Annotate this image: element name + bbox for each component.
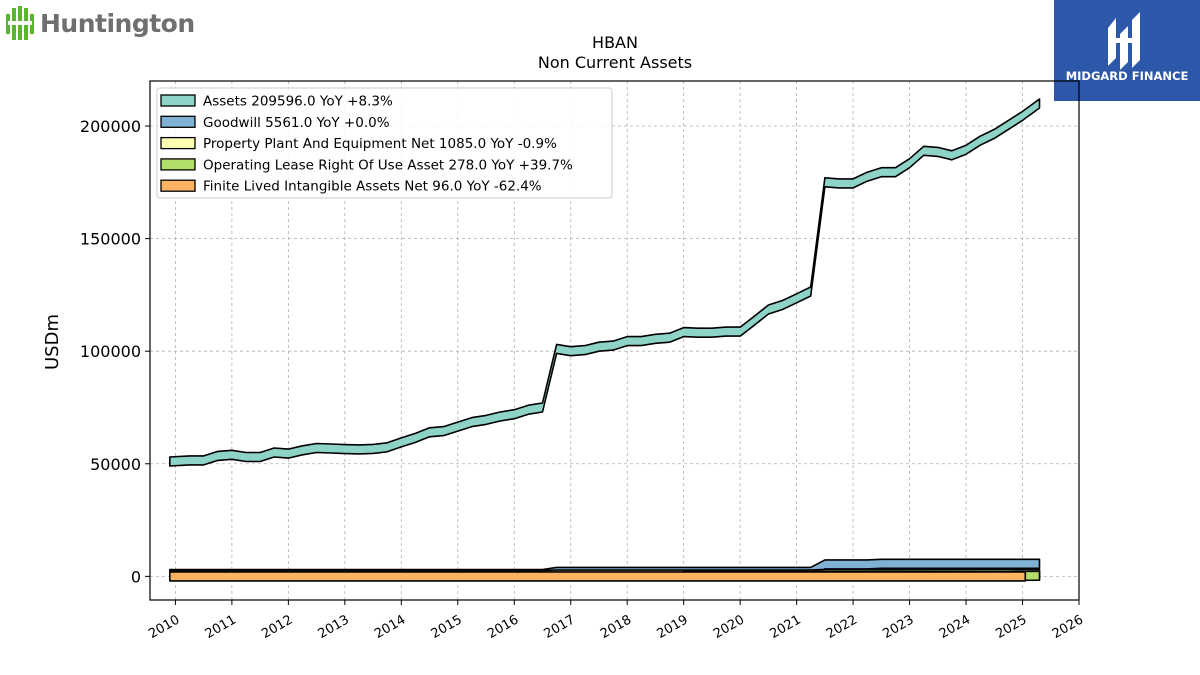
x-tick-label: 2018 [598, 612, 634, 642]
midgard-logo-icon: MIDGARD FINANCE [1066, 12, 1189, 83]
x-tick-label: 2025 [993, 612, 1029, 642]
series-band-4 [169, 571, 1027, 582]
x-tick-label: 2014 [372, 612, 408, 642]
plot-frame [149, 80, 1080, 601]
x-tick-label: 2013 [316, 612, 352, 642]
x-tick-label: 2022 [824, 612, 860, 642]
legend-swatch-3 [160, 158, 196, 171]
y-tick-label: 200000 [80, 117, 141, 136]
y-tick-label: 150000 [80, 230, 141, 249]
huntington-bars-icon: Huntington [6, 6, 195, 40]
series-layer [169, 98, 1041, 582]
y-tick-label: 50000 [90, 455, 141, 474]
huntington-logo: Huntington [4, 4, 195, 42]
chart-subtitle: Non Current Assets [538, 53, 692, 72]
x-axis: 2010 2011 2012 2013 2014 2015 2016 2017 2018 2019… [146, 600, 1086, 642]
x-tick-label: 2021 [767, 612, 803, 642]
x-tick-label: 2017 [542, 612, 578, 642]
series-band-0 [169, 98, 1041, 467]
midgard-finance-logo: MIDGARD FINANCE [1054, 0, 1200, 101]
midgard-wordmark: MIDGARD FINANCE [1066, 69, 1189, 83]
legend-label-0: Assets 209596.0 YoY +8.3% [203, 94, 393, 110]
y-axis-label: USDm [42, 314, 63, 370]
huntington-wordmark: Huntington [40, 9, 194, 38]
legend: Assets 209596.0 YoY +8.3% Goodwill 5561.0… [156, 87, 613, 199]
x-tick-label: 2023 [880, 612, 916, 642]
y-tick-label: 0 [131, 567, 141, 586]
y-tick-label: 100000 [80, 342, 141, 361]
legend-swatch-1 [160, 115, 196, 128]
y-axis: 0 50000 100000 150000 200000 [80, 117, 150, 586]
x-tick-label: 2016 [485, 612, 521, 642]
legend-label-1: Goodwill 5561.0 YoY +0.0% [203, 115, 390, 131]
x-tick-label: 2020 [711, 612, 747, 642]
grid [150, 81, 1080, 600]
x-tick-label: 2010 [146, 612, 182, 642]
x-tick-label: 2024 [937, 612, 973, 642]
legend-swatch-4 [160, 179, 196, 192]
x-tick-label: 2011 [203, 612, 239, 642]
legend-swatch-0 [160, 94, 196, 107]
legend-swatch-2 [160, 136, 196, 150]
x-tick-label: 2019 [655, 612, 691, 642]
legend-box [156, 87, 613, 199]
legend-label-2: Property Plant And Equipment Net 1085.0 … [203, 136, 557, 152]
x-tick-label: 2026 [1050, 612, 1086, 642]
x-tick-label: 2012 [259, 612, 295, 642]
legend-label-4: Finite Lived Intangible Assets Net 96.0 … [203, 179, 542, 195]
chart-title: HBAN [592, 33, 638, 52]
legend-label-3: Operating Lease Right Of Use Asset 278.0… [203, 157, 573, 173]
x-tick-label: 2015 [429, 612, 465, 642]
